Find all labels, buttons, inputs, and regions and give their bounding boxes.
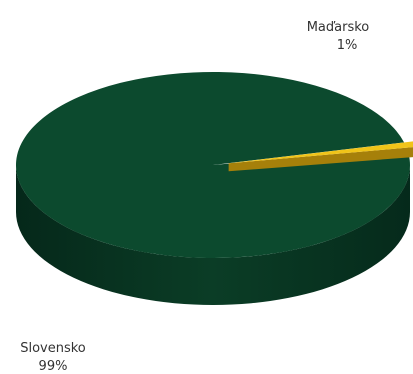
- slice-label-slovensko: Slovensko: [20, 341, 86, 356]
- slice-label-madarsko: Maďarsko: [307, 20, 370, 35]
- slice-value-madarsko: 1%: [337, 38, 358, 53]
- slice-value-slovensko: 99%: [39, 359, 68, 374]
- slice-side-0: [16, 165, 410, 305]
- slice-top-maďarsko: [228, 141, 413, 164]
- slice-top-slovensko: [16, 72, 411, 259]
- slice-face-madarsko: [228, 147, 413, 172]
- pie-body: [16, 72, 413, 305]
